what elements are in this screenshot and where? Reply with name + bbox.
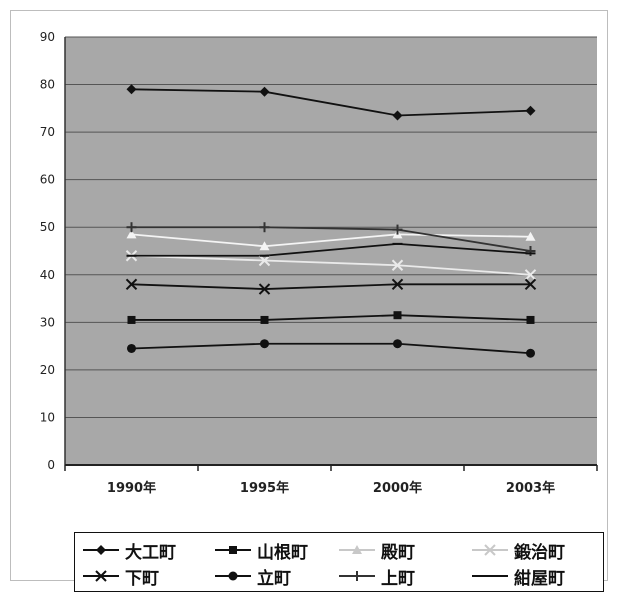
- series-line-1: [131, 88, 531, 117]
- legend-symbol: [339, 545, 375, 554]
- y-tick-label: 60: [40, 173, 55, 187]
- data-point: [391, 278, 404, 290]
- y-tick-label: 0: [47, 458, 55, 472]
- legend-marker: [352, 571, 362, 581]
- y-tick-label: 10: [40, 410, 55, 424]
- legend-symbol: [83, 545, 119, 555]
- data-point: [258, 254, 271, 267]
- data-point: [127, 343, 136, 353]
- data-point: [393, 311, 402, 320]
- data-point: [260, 339, 269, 349]
- y-tick-label: 40: [40, 268, 55, 282]
- data-point: [393, 339, 402, 349]
- legend-item: 山根町: [213, 539, 308, 563]
- y-tick-label: 90: [40, 30, 55, 44]
- data-point: [391, 259, 404, 271]
- series-lines: [131, 88, 531, 355]
- series-line-3: [131, 233, 531, 248]
- data-point: [259, 222, 270, 233]
- data-point: [259, 241, 270, 251]
- data-point: [125, 278, 138, 290]
- legend-label: 立町: [257, 568, 291, 589]
- data-point: [126, 84, 137, 95]
- data-point: [126, 222, 137, 233]
- data-point: [260, 315, 269, 324]
- data-point: [392, 224, 403, 235]
- legend-marker: [352, 545, 362, 554]
- legend-symbol: [215, 571, 251, 581]
- legend-item: 立町: [213, 565, 291, 589]
- legend-item: 紺屋町: [470, 565, 565, 589]
- legend-label: 山根町: [257, 542, 308, 563]
- legend-item: 殿町: [337, 539, 415, 563]
- legend-item: 大工町: [81, 539, 176, 563]
- x-tick-label: 1995年: [240, 480, 289, 496]
- series-markers: [125, 84, 537, 358]
- series-line-8: [131, 242, 531, 257]
- y-tick-label: 50: [40, 220, 55, 234]
- legend-label: 紺屋町: [514, 568, 565, 589]
- legend-symbol: [215, 546, 251, 554]
- legend-marker: [229, 546, 237, 554]
- legend-marker: [95, 570, 107, 582]
- legend-label: 大工町: [125, 542, 176, 563]
- y-tick-label: 20: [40, 363, 55, 377]
- data-point: [524, 278, 537, 290]
- chart-frame: 0 10 20 30 40 50 60 70 80 90 1990年 1995年 2000年 2003年…: [10, 10, 608, 592]
- y-tick-labels: 0 10 20 30 40 50 60 70 80 90: [40, 30, 55, 472]
- legend-marker: [484, 544, 496, 556]
- legend-label: 鍛治町: [514, 542, 565, 563]
- legend-symbol: [472, 544, 508, 556]
- legend-symbol: [83, 570, 119, 582]
- data-point: [258, 283, 271, 295]
- legend-marker: [228, 571, 238, 581]
- x-tick-label: 2000年: [373, 480, 422, 496]
- y-tick-label: 70: [40, 125, 55, 139]
- legend-marker: [96, 545, 106, 555]
- y-tick-label: 80: [40, 78, 55, 92]
- series-line-4: [131, 254, 531, 276]
- data-point: [526, 315, 535, 324]
- data-point: [524, 269, 537, 281]
- data-point: [127, 315, 136, 324]
- plot-area: [65, 37, 597, 465]
- data-point: [525, 105, 536, 116]
- axes: [64, 37, 598, 471]
- series-line-6: [131, 342, 531, 355]
- legend-symbol: [339, 571, 375, 581]
- chart-legend: 大工町 山根町 殿町 鍛治町下町 立町 上町 紺屋町: [74, 532, 604, 592]
- data-point: [525, 231, 536, 241]
- x-tick-label: 1990年: [107, 480, 156, 496]
- line-chart: 0 10 20 30 40 50 60 70 80 90 1990年 1995年 2000年 2003年: [40, 30, 598, 496]
- series-line-7: [131, 226, 531, 252]
- legend-item: 上町: [337, 565, 415, 589]
- legend-symbol: [472, 575, 508, 577]
- legend-label: 殿町: [381, 542, 415, 563]
- legend-label: 上町: [381, 568, 415, 589]
- x-tick-labels: 1990年 1995年 2000年 2003年: [107, 480, 555, 496]
- legend-label: 下町: [125, 568, 159, 589]
- series-line-2: [131, 314, 531, 321]
- legend-item: 下町: [81, 565, 159, 589]
- y-tick-label: 30: [40, 315, 55, 329]
- data-point: [259, 86, 270, 97]
- data-point: [392, 110, 403, 121]
- legend-item: 鍛治町: [470, 539, 565, 563]
- data-point: [126, 229, 137, 239]
- data-point: [526, 348, 535, 358]
- x-tick-label: 2003年: [506, 480, 555, 496]
- series-line-5: [131, 283, 531, 290]
